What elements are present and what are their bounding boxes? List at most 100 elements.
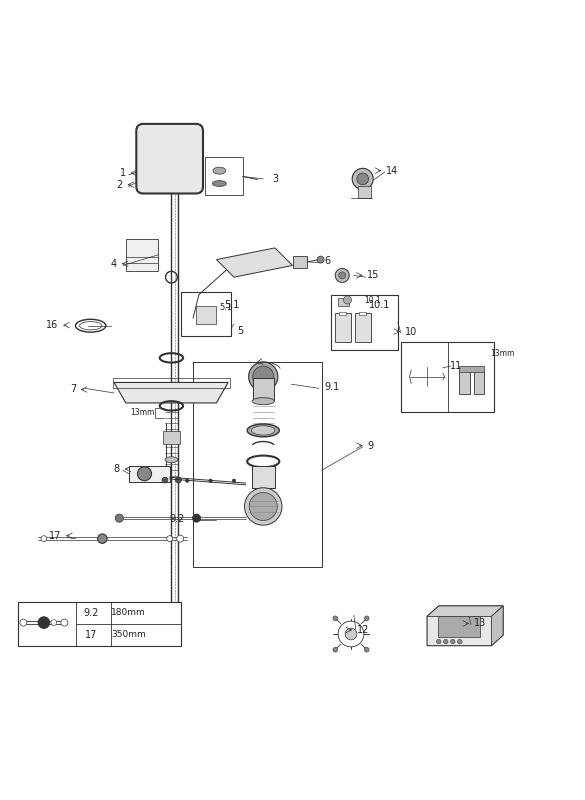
Circle shape: [61, 619, 68, 626]
Text: 17: 17: [49, 530, 61, 541]
Ellipse shape: [75, 319, 106, 332]
Text: 8: 8: [114, 464, 120, 474]
Ellipse shape: [212, 181, 226, 186]
Bar: [253, 378, 274, 400]
Circle shape: [253, 366, 274, 387]
Text: 17: 17: [84, 630, 97, 640]
Circle shape: [245, 488, 282, 525]
Ellipse shape: [247, 424, 280, 437]
Text: 5: 5: [237, 326, 243, 336]
Bar: [474, 370, 484, 394]
Bar: [205, 158, 243, 195]
Circle shape: [162, 478, 168, 483]
Text: 16: 16: [46, 320, 59, 330]
Circle shape: [364, 616, 369, 621]
Circle shape: [333, 647, 338, 652]
Bar: [166, 168, 173, 174]
Text: 9.2: 9.2: [169, 514, 184, 524]
Bar: [359, 312, 366, 315]
Bar: [18, 602, 181, 646]
Circle shape: [115, 514, 123, 522]
Text: 11: 11: [450, 361, 463, 371]
Bar: [355, 314, 371, 342]
Bar: [113, 378, 230, 388]
Circle shape: [317, 256, 324, 263]
FancyBboxPatch shape: [136, 124, 203, 194]
Bar: [438, 614, 480, 637]
Bar: [196, 306, 216, 324]
Circle shape: [339, 272, 346, 279]
Ellipse shape: [80, 322, 102, 330]
Text: 15: 15: [367, 270, 380, 280]
Ellipse shape: [252, 426, 275, 435]
Text: 1: 1: [120, 168, 126, 178]
Text: 6: 6: [325, 256, 331, 266]
Bar: [459, 366, 484, 372]
Text: 7: 7: [70, 385, 76, 394]
Circle shape: [41, 536, 47, 542]
Circle shape: [232, 479, 236, 482]
Circle shape: [357, 173, 369, 185]
Text: 10: 10: [405, 326, 417, 337]
Circle shape: [38, 617, 50, 629]
Text: 13: 13: [474, 618, 486, 629]
Circle shape: [176, 478, 181, 483]
Circle shape: [249, 362, 278, 391]
Bar: [335, 314, 351, 342]
Bar: [163, 431, 180, 444]
Bar: [292, 256, 307, 268]
Circle shape: [436, 639, 441, 644]
Text: 180mm: 180mm: [111, 608, 146, 618]
Circle shape: [343, 296, 352, 304]
Circle shape: [185, 479, 189, 482]
Polygon shape: [216, 248, 292, 277]
Circle shape: [352, 168, 373, 190]
Bar: [459, 370, 470, 394]
Text: 13mm: 13mm: [130, 408, 154, 418]
Bar: [338, 298, 349, 306]
Circle shape: [51, 620, 57, 626]
Text: 350mm: 350mm: [111, 630, 146, 639]
Circle shape: [338, 621, 364, 647]
Text: 3: 3: [272, 174, 278, 184]
Circle shape: [209, 479, 212, 482]
Bar: [181, 292, 231, 336]
Text: 9: 9: [367, 441, 373, 450]
Bar: [129, 466, 170, 482]
Text: 4: 4: [111, 258, 117, 269]
Ellipse shape: [164, 155, 175, 159]
Text: 5.1: 5.1: [224, 300, 239, 310]
Text: 5.1: 5.1: [219, 303, 232, 312]
Text: 13mm: 13mm: [490, 349, 515, 358]
Circle shape: [20, 619, 27, 626]
Circle shape: [177, 535, 184, 542]
Circle shape: [335, 268, 349, 282]
Ellipse shape: [213, 167, 226, 174]
Ellipse shape: [252, 398, 274, 405]
Circle shape: [333, 616, 338, 621]
Text: 9.1: 9.1: [325, 382, 340, 392]
Bar: [193, 362, 322, 566]
Polygon shape: [114, 382, 228, 403]
Bar: [252, 466, 275, 488]
Bar: [126, 239, 158, 271]
Circle shape: [137, 466, 152, 481]
Text: 14: 14: [386, 166, 398, 176]
Text: 10.1: 10.1: [369, 300, 390, 310]
Circle shape: [249, 493, 277, 521]
Circle shape: [98, 534, 107, 543]
Text: 12: 12: [357, 625, 369, 635]
Ellipse shape: [165, 457, 178, 462]
Bar: [331, 294, 398, 350]
Polygon shape: [491, 606, 503, 646]
Text: 2: 2: [116, 180, 123, 190]
Circle shape: [457, 639, 462, 644]
Circle shape: [450, 639, 455, 644]
Text: 10.1: 10.1: [364, 296, 381, 305]
Polygon shape: [427, 606, 503, 646]
Text: 9.2: 9.2: [83, 608, 98, 618]
Circle shape: [192, 514, 201, 522]
Bar: [401, 342, 494, 412]
Circle shape: [364, 647, 369, 652]
Bar: [339, 312, 346, 315]
